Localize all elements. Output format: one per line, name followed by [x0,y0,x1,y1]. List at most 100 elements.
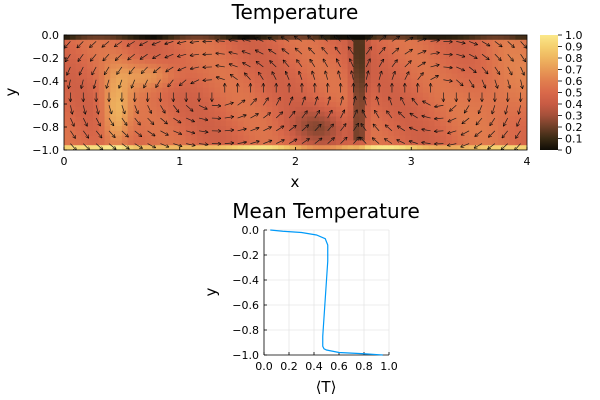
quiver-arrow [397,140,405,144]
heatmap-cell [359,102,366,108]
quiver-arrow [263,127,271,132]
heatmap-cell [393,97,401,103]
heatmap-cell [64,106,71,113]
heatmap-cell [330,140,337,146]
heatmap-cell [463,145,470,150]
heatmap-cell [92,135,100,142]
heatmap-cell [503,126,511,132]
heatmap-cell [197,111,204,118]
heatmap-cell [393,54,401,60]
heatmap-cell [463,97,470,103]
quiver-arrow [375,110,380,119]
heatmap-cell [492,49,499,55]
heatmap-cell [434,130,441,137]
heatmap-cell [428,121,435,127]
heatmap-cell [301,102,308,108]
heatmap-cell [347,130,354,137]
heatmap-cell [226,106,233,113]
quiver-arrow [77,41,84,47]
heatmap-cell [69,54,77,60]
heatmap-cell [347,87,354,94]
heatmap-cell [457,106,464,113]
heatmap-cell [231,58,239,65]
quiver-arrow [391,36,399,42]
heatmap-cell [307,97,314,103]
heatmap-cell [237,97,245,103]
heatmap-cell [295,145,302,150]
heatmap-cell [237,68,245,74]
heatmap-cell [168,111,175,118]
heatmap-cell [243,35,250,41]
heatmap-cell [254,130,262,137]
heatmap-cell [399,140,407,146]
heatmap-cell [81,54,88,60]
heatmap-cell [121,58,129,65]
heatmap-cell [202,78,210,84]
heatmap-y-label: y [2,87,20,96]
heatmap-cell [347,35,354,41]
heatmap-cell [492,35,499,41]
heatmap-cell [474,106,482,113]
heatmap-cell [104,145,111,150]
heatmap-cell [434,78,441,84]
heatmap-cell [498,58,505,65]
quiver-arrow [521,79,523,89]
heatmap-cell [116,121,123,127]
heatmap-cell [411,82,418,89]
quiver-arrow [519,105,521,114]
heatmap-cell [179,44,187,50]
heatmap-cell [278,140,285,146]
heatmap-cell [202,111,210,118]
heatmap-cell [185,126,192,132]
heatmap-cell [104,92,111,98]
heatmap-cell [133,54,140,60]
heatmap-cell [312,78,320,84]
heatmap-cell [364,78,372,84]
heatmap-cell [353,73,360,79]
heatmap-cell [185,39,192,46]
heatmap-cell [156,135,163,142]
heatmap-cell [307,130,314,137]
heatmap-cell [492,121,499,127]
heatmap-cell [503,111,511,118]
heatmap-cell [185,63,192,70]
heatmap-cell [388,135,395,142]
heatmap-cell [92,126,100,132]
heatmap-cell [249,82,256,89]
quiver-arrow [443,80,452,82]
heatmap-cell [145,145,152,150]
heatmap-cell [463,35,470,41]
heatmap-cell [307,140,314,146]
heatmap-cell [185,78,192,84]
heatmap-cell [145,87,152,94]
heatmap-cell [399,82,407,89]
heatmap-cell [116,35,123,41]
heatmap-cell [237,111,245,118]
heatmap-cell [480,121,488,127]
heatmap-cell [445,58,453,65]
heatmap-cell [185,140,192,146]
heatmap-cell [283,97,291,103]
heatmap-cell [445,135,453,142]
heatmap-cell [69,44,77,50]
heatmap-cell [347,92,354,98]
heatmap-cell [411,54,418,60]
quiver-arrow [507,79,510,89]
heatmap-cell [289,44,297,50]
heatmap-cell [173,49,181,55]
quiver-arrow [492,105,496,114]
quiver-arrow [314,97,318,106]
heatmap-cell [202,49,210,55]
heatmap-cell [168,73,175,79]
heatmap-cell [75,63,82,70]
quiver-arrow [507,66,512,75]
heatmap-cell [249,135,256,142]
heatmap-cell [434,135,441,142]
heatmap-cell [179,121,187,127]
heatmap-cell [150,87,158,94]
heatmap-cell [359,73,366,79]
heatmap-cell [226,145,233,150]
quiver-arrow [140,41,148,45]
heatmap-cell [220,68,227,74]
heatmap-cell [69,145,77,150]
